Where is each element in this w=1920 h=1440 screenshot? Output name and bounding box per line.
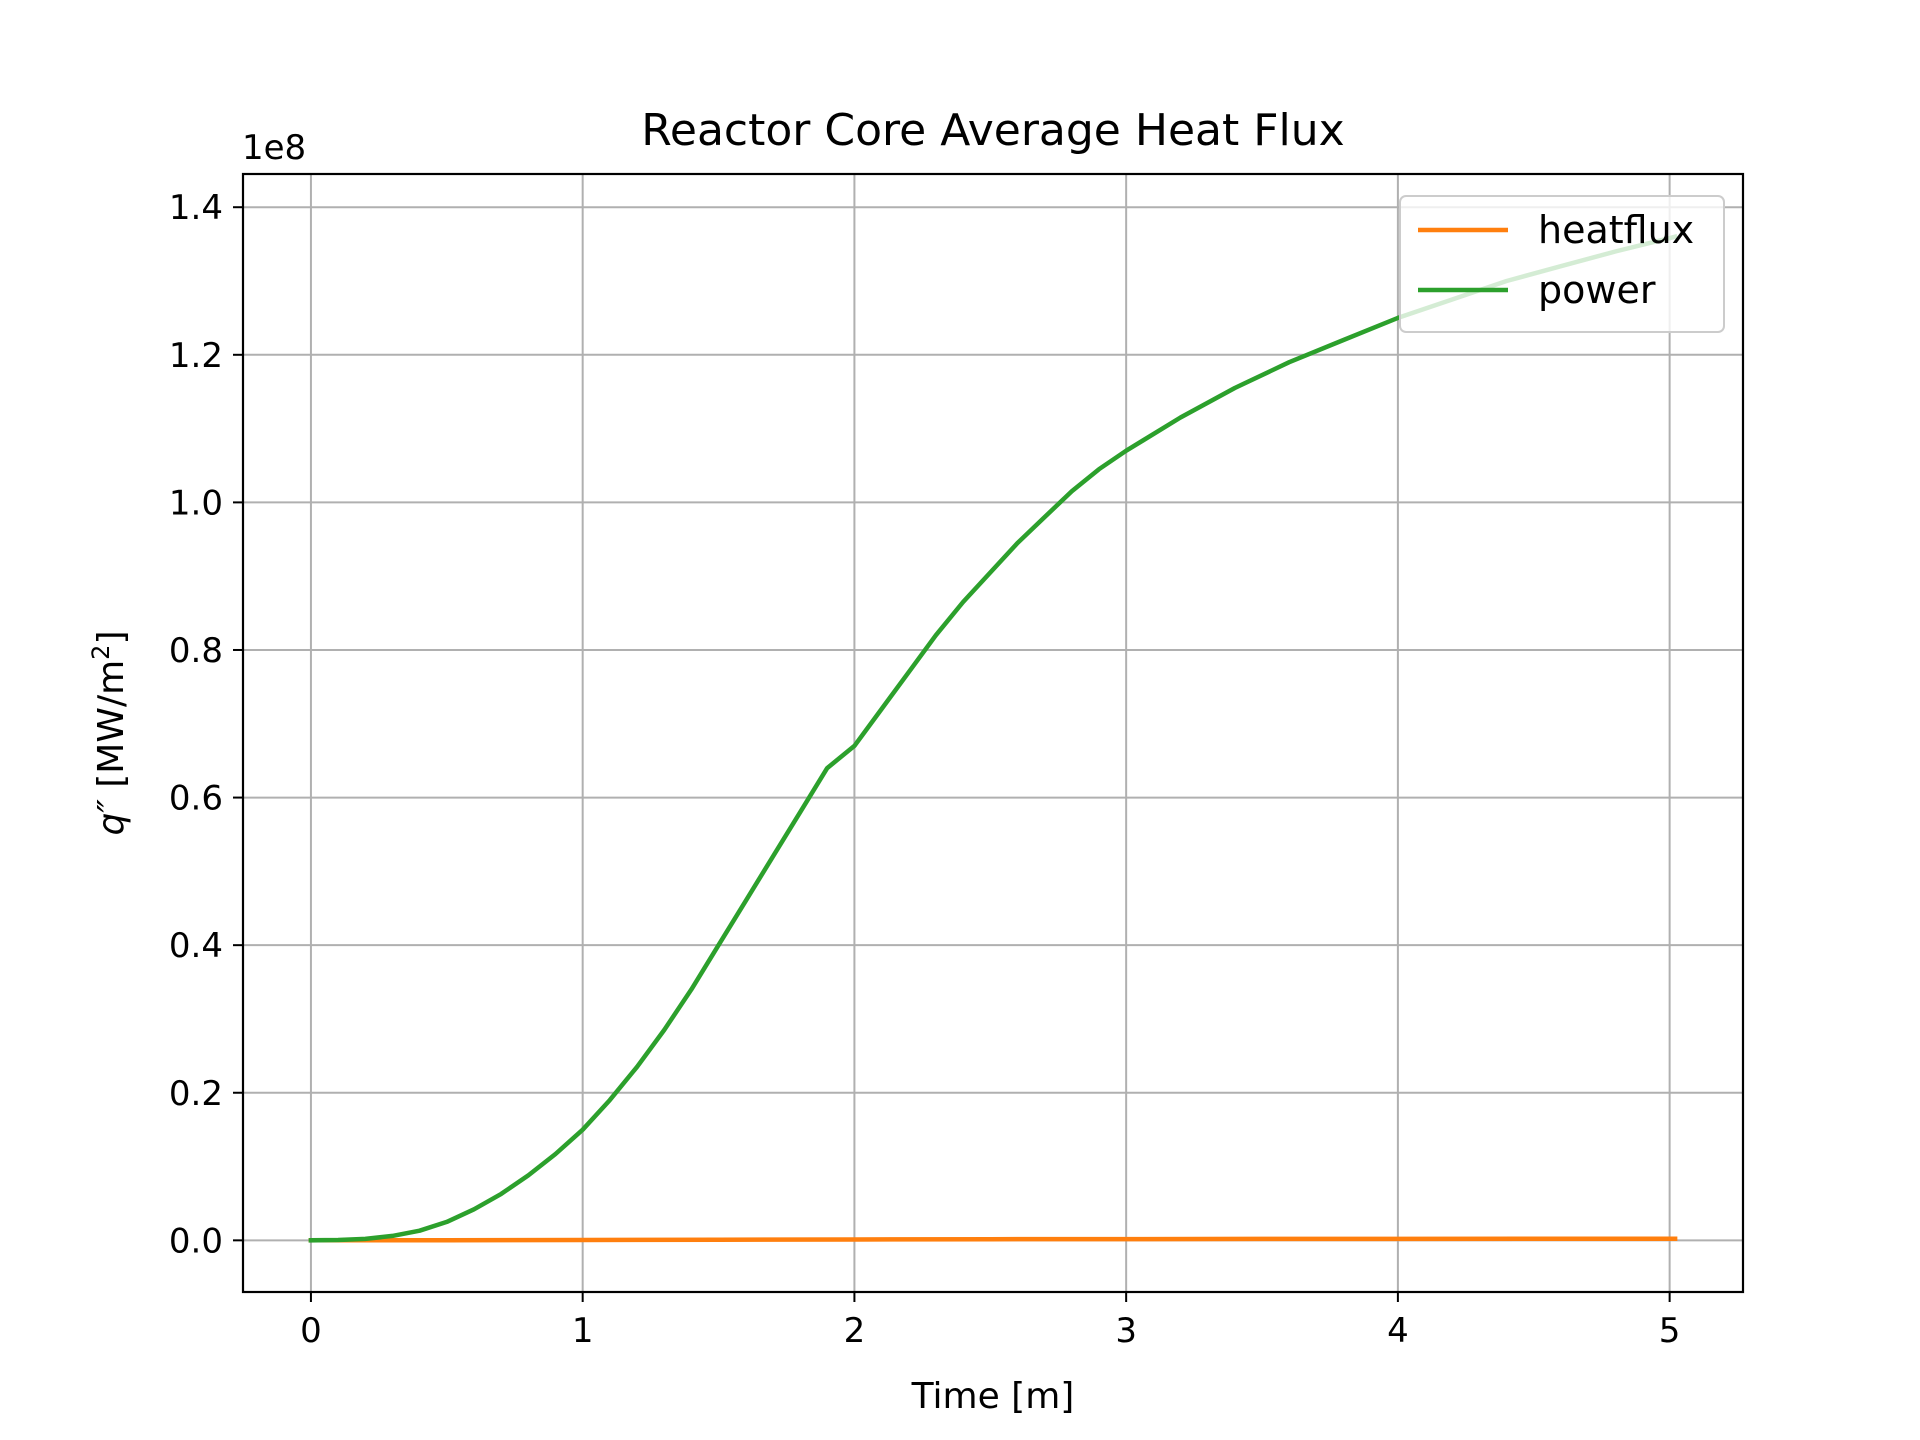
grid — [243, 174, 1743, 1292]
series-line-power — [308, 233, 1678, 1243]
y-axis-label: q″ [MW/m2] — [87, 631, 132, 836]
y-axis-label-unit-close: ] — [91, 631, 132, 645]
legend: heatflux power — [1399, 195, 1725, 333]
y-tick-label-0.2: 0.2 — [169, 1074, 223, 1114]
x-tick-label-5: 5 — [1659, 1311, 1681, 1351]
x-tick-label-0: 0 — [300, 1311, 322, 1351]
y-offset-label: 1e8 — [242, 128, 306, 168]
y-tick-label-0.0: 0.0 — [169, 1221, 223, 1261]
y-axis-label-unit-exponent: 2 — [87, 645, 115, 660]
x-tick-label-2: 2 — [844, 1311, 866, 1351]
y-tick-label-0.6: 0.6 — [169, 779, 223, 819]
x-axis-ticks: 0 1 2 3 4 5 — [300, 1292, 1680, 1351]
y-tick-label-1.2: 1.2 — [169, 336, 223, 376]
legend-label-heatflux: heatflux — [1538, 208, 1694, 252]
x-axis-label: Time [m] — [911, 1376, 1075, 1417]
x-tick-label-1: 1 — [572, 1311, 594, 1351]
y-tick-label-1.4: 1.4 — [169, 188, 223, 228]
series-lines — [308, 233, 1678, 1243]
chart-title: Reactor Core Average Heat Flux — [641, 105, 1344, 156]
x-tick-label-4: 4 — [1387, 1311, 1409, 1351]
y-tick-label-0.4: 0.4 — [169, 926, 223, 966]
y-tick-label-0.8: 0.8 — [169, 631, 223, 671]
y-axis-label-space — [91, 788, 132, 799]
y-tick-label-1.0: 1.0 — [169, 483, 223, 523]
series-line-heatflux — [308, 1236, 1678, 1243]
y-axis-label-symbol: q″ — [91, 799, 132, 836]
x-tick-label-3: 3 — [1115, 1311, 1137, 1351]
y-axis-ticks: 0.0 0.2 0.4 0.6 0.8 1.0 1.2 1.4 — [169, 188, 243, 1261]
legend-label-power: power — [1538, 268, 1656, 312]
plot-frame — [241, 172, 1745, 1294]
y-axis-label-unit: [MW/m — [91, 660, 132, 788]
